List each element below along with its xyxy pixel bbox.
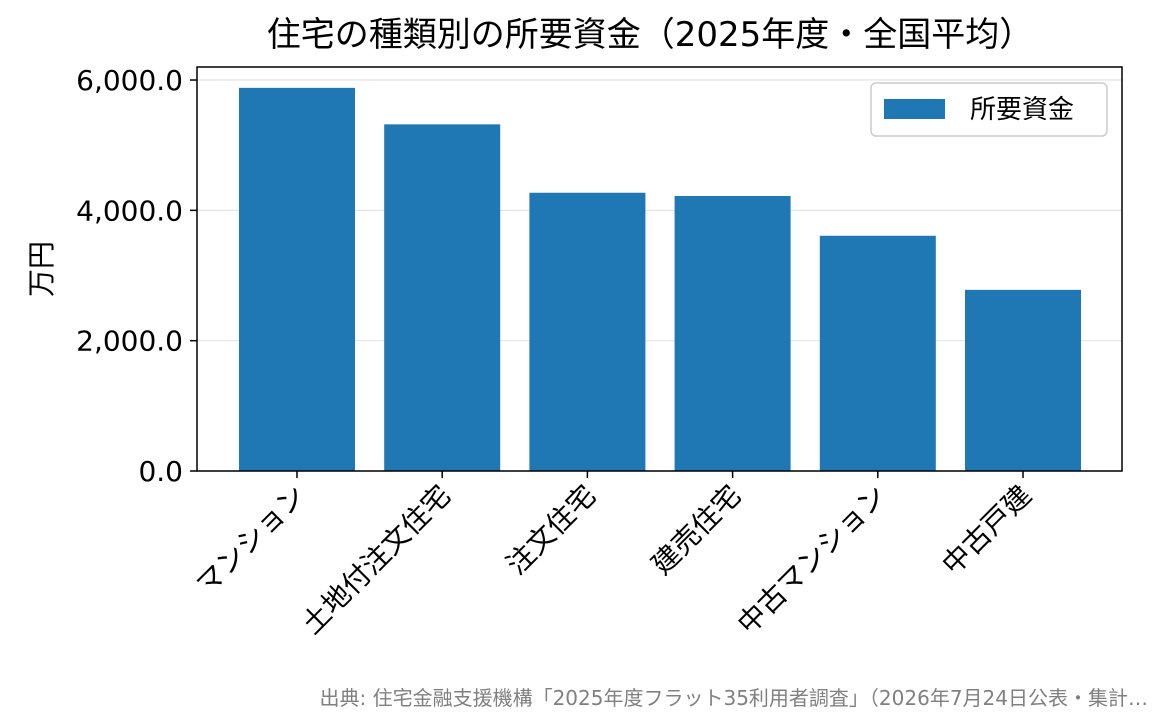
x-tick-label: 注文住宅 xyxy=(500,479,603,582)
bar xyxy=(674,196,791,471)
bar xyxy=(384,124,501,472)
x-tick-label: 中古戸建 xyxy=(935,479,1038,582)
x-tick-label: 中古マンション xyxy=(731,479,893,641)
y-tick-label: 6,000.0 xyxy=(76,64,183,97)
y-tick-label: 2,000.0 xyxy=(76,325,183,358)
bar xyxy=(819,235,936,471)
x-tick-label: 土地付注文住宅 xyxy=(295,479,457,641)
y-tick-label: 4,000.0 xyxy=(76,194,183,227)
legend-entry: 所要資金 xyxy=(970,95,1074,125)
y-tick-label: 0.0 xyxy=(138,455,183,488)
source-note: 出典: 住宅金融支援機構「2025年度フラット35利用者調査」（2026年7月2… xyxy=(319,686,1148,710)
x-tick-label: マンション xyxy=(190,479,312,601)
plot-frame xyxy=(196,66,1123,472)
legend-swatch xyxy=(884,99,945,119)
x-tick-label: 建売住宅 xyxy=(645,479,748,582)
y-axis-ticks: 0.0 2,000.0 4,000.0 6,000.0 xyxy=(76,64,197,488)
bar xyxy=(239,87,355,471)
y-axis-label: 万円 xyxy=(25,241,58,297)
bar xyxy=(965,289,1081,471)
bar xyxy=(529,192,646,471)
chart-title: 住宅の種類別の所要資金（2025年度・全国平均） xyxy=(267,15,1034,55)
legend-box xyxy=(870,82,1108,137)
bars xyxy=(239,87,1081,472)
legend: 所要資金 xyxy=(870,82,1108,137)
